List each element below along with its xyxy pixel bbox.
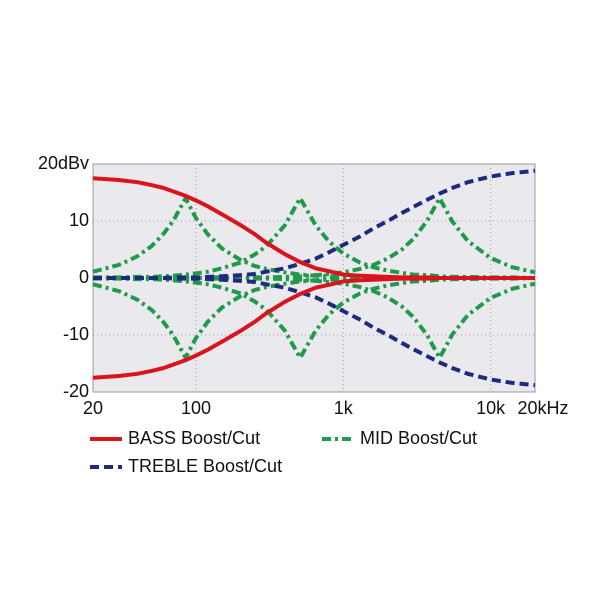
x-tick-label: 100 xyxy=(181,398,211,418)
y-tick-label: 10 xyxy=(69,210,89,230)
x-tick-label: 20 xyxy=(83,398,103,418)
curve xyxy=(93,194,536,280)
curve xyxy=(92,193,535,280)
y-tick-label: 0 xyxy=(79,267,89,287)
legend-label: MID Boost/Cut xyxy=(360,428,477,448)
curve xyxy=(93,276,536,362)
curve xyxy=(93,276,536,388)
y-tick-label: 20dBv xyxy=(38,153,89,173)
legend-label: TREBLE Boost/Cut xyxy=(128,456,282,476)
legend-label: BASS Boost/Cut xyxy=(128,428,260,448)
x-tick-label: 10k xyxy=(476,398,506,418)
curve xyxy=(92,276,535,380)
curve xyxy=(93,276,536,362)
x-tick-label: 1k xyxy=(334,398,354,418)
y-tick-label: -20 xyxy=(63,381,89,401)
y-tick-label: -10 xyxy=(63,324,89,344)
curve xyxy=(93,194,536,280)
x-tick-label: 20kHz xyxy=(517,398,568,418)
curve xyxy=(92,276,535,363)
